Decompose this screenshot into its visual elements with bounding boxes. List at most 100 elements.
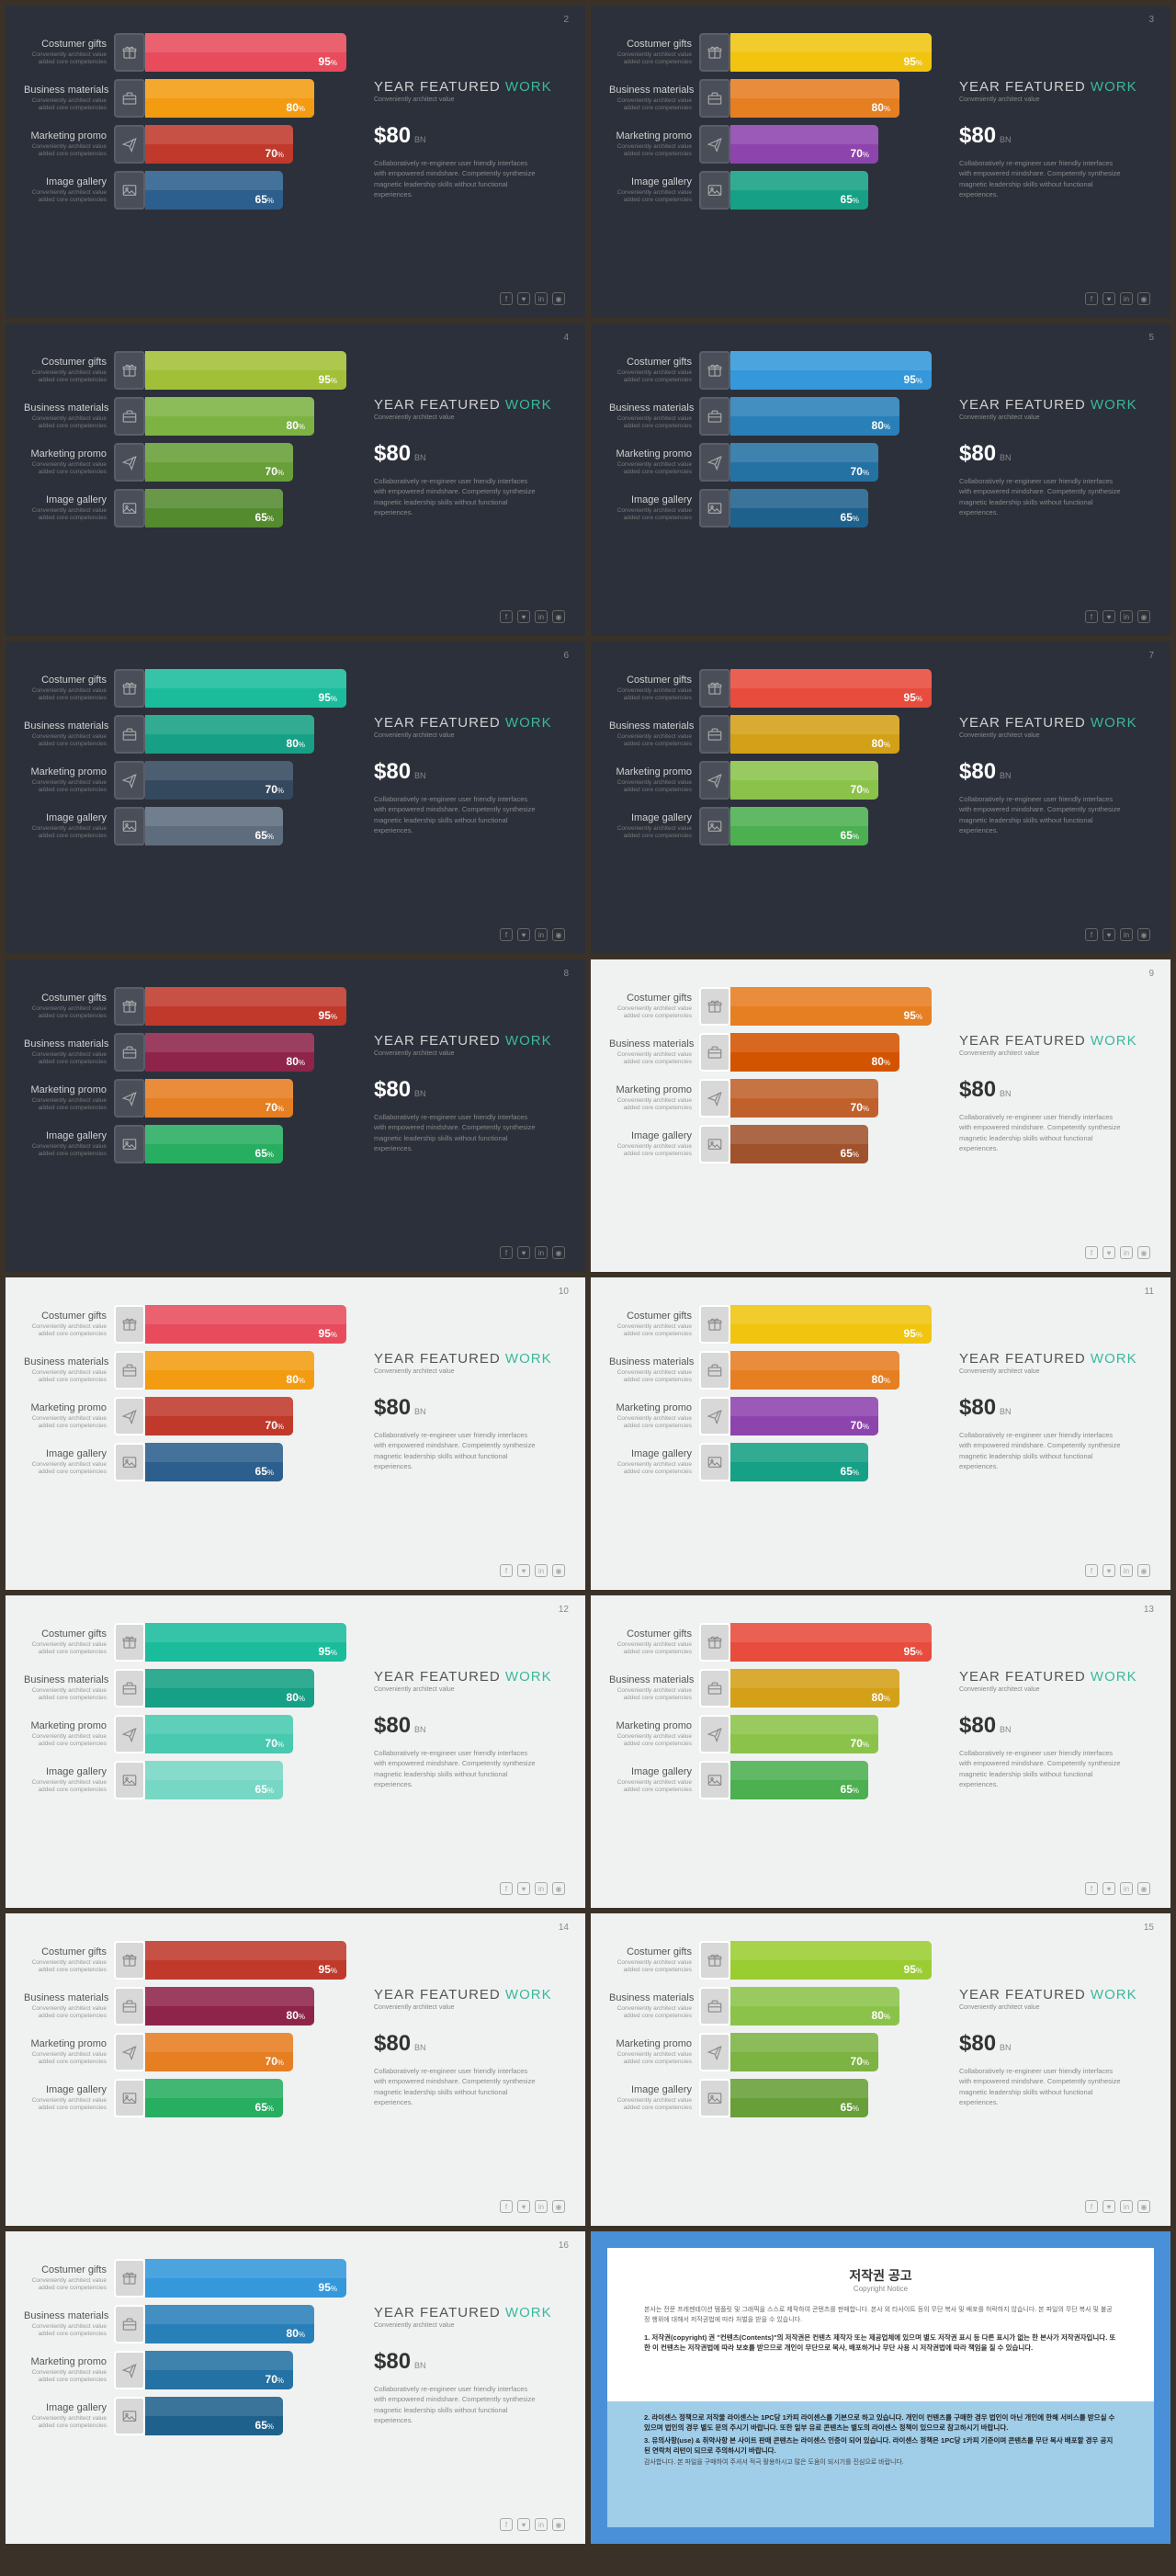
social-icon[interactable]: in <box>535 928 548 941</box>
social-icon[interactable]: ◉ <box>1137 2200 1150 2213</box>
social-icon[interactable]: ♥ <box>1102 2200 1115 2213</box>
social-icon[interactable]: ◉ <box>552 1882 565 1895</box>
bar: 80% <box>730 1033 899 1072</box>
social-icon[interactable]: ◉ <box>552 1564 565 1577</box>
social-icon[interactable]: in <box>1120 1882 1133 1895</box>
gift-icon <box>114 351 145 390</box>
social-icon[interactable]: ♥ <box>517 928 530 941</box>
social-icon[interactable]: f <box>1085 928 1098 941</box>
social-icon[interactable]: ◉ <box>1137 1246 1150 1259</box>
social-icon[interactable]: f <box>1085 610 1098 623</box>
social-icon[interactable]: ◉ <box>552 292 565 305</box>
social-icon[interactable]: ♥ <box>1102 1882 1115 1895</box>
social-icon[interactable]: ♥ <box>517 1564 530 1577</box>
gift-icon <box>114 33 145 72</box>
social-icon[interactable]: ◉ <box>552 2518 565 2531</box>
social-icon[interactable]: in <box>535 292 548 305</box>
bar-row: Costumer gifts Conveniently architect va… <box>24 987 346 1026</box>
side-panel: YEAR FEATURED WORK Conveniently architec… <box>950 1305 1152 1562</box>
social-icon[interactable]: ♥ <box>1102 610 1115 623</box>
social-icon[interactable]: ♥ <box>517 292 530 305</box>
social-icon[interactable]: ♥ <box>517 2200 530 2213</box>
side-panel: YEAR FEATURED WORK Conveniently architec… <box>950 1941 1152 2198</box>
social-icon[interactable]: ◉ <box>1137 610 1150 623</box>
social-icon[interactable]: ◉ <box>552 928 565 941</box>
bar-label: Image gallery Conveniently architect val… <box>24 2084 114 2112</box>
plane-icon <box>699 761 730 800</box>
bar-label: Business materials Conveniently architec… <box>24 403 114 430</box>
social-icon[interactable]: f <box>500 1564 513 1577</box>
social-icon[interactable]: in <box>1120 292 1133 305</box>
bar-subtitle: Conveniently architect value added core … <box>609 1959 692 1974</box>
social-icon[interactable]: in <box>1120 1564 1133 1577</box>
side-title: YEAR FEATURED WORK <box>374 1669 567 1685</box>
social-icon[interactable]: f <box>1085 292 1098 305</box>
image-icon <box>699 1443 730 1481</box>
bar-title: Image gallery <box>609 2084 692 2095</box>
social-icon[interactable]: ◉ <box>552 610 565 623</box>
social-icon[interactable]: ◉ <box>1137 1564 1150 1577</box>
social-icon[interactable]: ♥ <box>517 1882 530 1895</box>
social-icon[interactable]: f <box>1085 2200 1098 2213</box>
social-icon[interactable]: in <box>1120 610 1133 623</box>
social-icon[interactable]: f <box>500 2200 513 2213</box>
bar-title: Image gallery <box>609 1130 692 1141</box>
social-icon[interactable]: ♥ <box>1102 1564 1115 1577</box>
social-icon[interactable]: in <box>535 610 548 623</box>
social-icon[interactable]: ◉ <box>1137 1882 1150 1895</box>
social-icon[interactable]: f <box>1085 1564 1098 1577</box>
notice-subtitle: Copyright Notice <box>644 2285 1117 2293</box>
social-icon[interactable]: ◉ <box>1137 928 1150 941</box>
social-icon[interactable]: f <box>500 2518 513 2531</box>
bar-label: Image gallery Conveniently architect val… <box>24 494 114 522</box>
social-icon[interactable]: ◉ <box>552 2200 565 2213</box>
bar-label: Costumer gifts Conveniently architect va… <box>24 357 114 384</box>
bar-subtitle: Conveniently architect value added core … <box>609 2097 692 2112</box>
bar-title: Costumer gifts <box>24 1628 107 1640</box>
image-icon <box>699 489 730 528</box>
social-icon[interactable]: in <box>535 2518 548 2531</box>
social-icon[interactable]: ♥ <box>1102 292 1115 305</box>
bar-label: Business materials Conveniently architec… <box>24 2310 114 2338</box>
social-icon[interactable]: f <box>1085 1246 1098 1259</box>
bar-row: Image gallery Conveniently architect val… <box>609 807 932 845</box>
side-panel: YEAR FEATURED WORK Conveniently architec… <box>365 2259 567 2516</box>
social-icon[interactable]: ◉ <box>552 1246 565 1259</box>
social-icon[interactable]: f <box>500 292 513 305</box>
social-icon[interactable]: in <box>1120 2200 1133 2213</box>
social-icon[interactable]: in <box>1120 1246 1133 1259</box>
social-icon[interactable]: f <box>500 610 513 623</box>
bar-label: Marketing promo Conveniently architect v… <box>609 1720 699 1748</box>
bar-subtitle: Conveniently architect value added core … <box>24 1461 107 1476</box>
bar-label: Business materials Conveniently architec… <box>609 85 699 112</box>
side-subtitle: Conveniently architect value <box>959 96 1152 103</box>
social-icon[interactable]: ♥ <box>517 1246 530 1259</box>
social-icon[interactable]: f <box>1085 1882 1098 1895</box>
bar-title: Costumer gifts <box>609 39 692 50</box>
chart-area: Costumer gifts Conveniently architect va… <box>609 669 950 926</box>
bar-value: 95% <box>319 2281 337 2294</box>
social-icon[interactable]: in <box>535 1564 548 1577</box>
side-price: $80BN <box>374 441 567 467</box>
social-icon[interactable]: in <box>535 2200 548 2213</box>
social-icon[interactable]: ♥ <box>517 610 530 623</box>
bar-row: Business materials Conveniently architec… <box>609 397 932 436</box>
social-icon[interactable]: in <box>1120 928 1133 941</box>
bar-value: 65% <box>841 829 859 842</box>
social-icon[interactable]: ♥ <box>1102 1246 1115 1259</box>
social-icon[interactable]: f <box>500 1246 513 1259</box>
social-icon[interactable]: in <box>535 1246 548 1259</box>
social-icon[interactable]: ◉ <box>1137 292 1150 305</box>
social-icon[interactable]: f <box>500 928 513 941</box>
social-icon[interactable]: ♥ <box>517 2518 530 2531</box>
social-icon[interactable]: f <box>500 1882 513 1895</box>
bar-title: Image gallery <box>24 1448 107 1459</box>
social-icon[interactable]: in <box>535 1882 548 1895</box>
bar: 95% <box>730 351 932 390</box>
bar-value: 80% <box>872 1373 890 1386</box>
chart-area: Costumer gifts Conveniently architect va… <box>24 987 365 1244</box>
bar-subtitle: Conveniently architect value added core … <box>24 1005 107 1020</box>
social-icon[interactable]: ♥ <box>1102 928 1115 941</box>
bar-row: Marketing promo Conveniently architect v… <box>24 125 346 164</box>
bar-value: 70% <box>266 1737 284 1750</box>
